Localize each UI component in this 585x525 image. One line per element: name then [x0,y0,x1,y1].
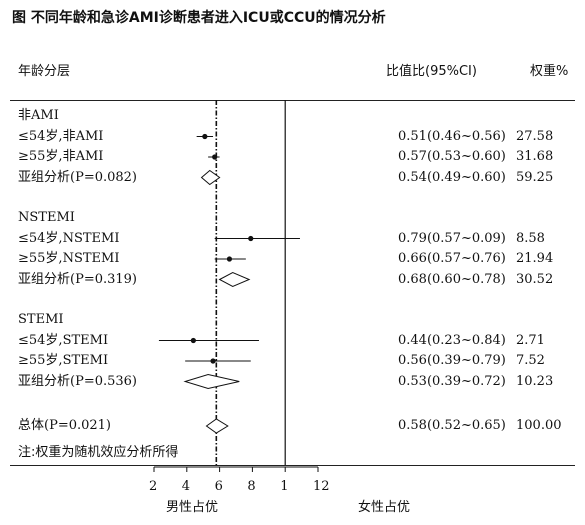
weight-text: 31.68 [516,149,554,164]
group-heading: STEMI [18,312,64,327]
subgroup-label: 亚组分析(P=0.536) [18,373,137,389]
x-tick-label: 4 [181,479,191,494]
x-tick-label: 2 [149,479,158,494]
diamond-marker [218,271,251,288]
weight-text: 100.00 [516,418,562,433]
header-or-column: 比值比(95%CI) [386,64,477,79]
group-heading: NSTEMI [18,210,75,225]
point-estimate [248,235,254,242]
ci-text: 0.53(0.39~0.72) [398,373,506,389]
row-label: ≥55岁,非AMI [18,149,104,164]
group-heading: 非AMI [18,108,59,123]
header-group-column: 年龄分层 [18,64,71,79]
row-label: ≤54岁,NSTEMI [18,230,120,246]
weight-text: 10.23 [516,373,554,389]
x-tick-label: 1 [280,479,289,494]
point-estimate [210,358,216,364]
weight-text: 7.52 [516,353,545,368]
point-estimate [226,256,233,262]
point-estimate [202,133,208,140]
x-tick-label: 6 [214,479,223,494]
axis-right-label: 女性占优 [358,500,411,515]
row-label: ≤54岁,STEMI [18,332,109,348]
ci-text: 0.66(0.57~0.76) [398,251,506,266]
footer-divider [10,465,575,466]
ci-text: 0.56(0.39~0.79) [398,353,506,368]
ci-text: 0.54(0.49~0.60) [398,169,506,185]
subgroup-label: 总体(P=0.021) [18,418,111,433]
weight-text: 27.58 [516,128,554,144]
point-estimate [190,337,196,344]
diamond-marker [183,373,240,390]
x-tick-label: 8 [247,479,256,494]
weight-text: 59.25 [516,169,554,185]
diamond-marker [205,418,229,434]
subgroup-label: 亚组分析(P=0.319) [18,271,137,287]
row-label: ≥55岁,NSTEMI [18,251,120,266]
row-label: ≤54岁,非AMI [18,128,104,144]
header-weight-column: 权重% [530,64,569,79]
weight-text: 8.58 [516,230,545,246]
ci-text: 0.51(0.46~0.56) [398,128,506,144]
axis-left-label: 男性占优 [166,500,219,515]
ci-text: 0.44(0.23~0.84) [398,332,506,348]
footnote: 注:权重为随机效应分析所得 [18,445,179,460]
header-divider [10,100,575,101]
ci-text: 0.79(0.57~0.09) [398,230,506,246]
diamond-marker [200,169,221,186]
weight-text: 21.94 [516,251,554,266]
figure-title: 图 不同年龄和急诊AMI诊断患者进入ICU或CCU的情况分析 [12,10,386,26]
ci-text: 0.58(0.52~0.65) [398,418,506,433]
ci-text: 0.57(0.53~0.60) [398,149,506,164]
point-estimate [212,154,218,160]
ci-text: 0.68(0.60~0.78) [398,271,506,287]
row-label: ≥55岁,STEMI [18,353,109,368]
subgroup-label: 亚组分析(P=0.082) [18,169,137,185]
x-tick-label: 12 [313,479,330,494]
weight-text: 30.52 [516,271,554,287]
weight-text: 2.71 [516,332,545,348]
